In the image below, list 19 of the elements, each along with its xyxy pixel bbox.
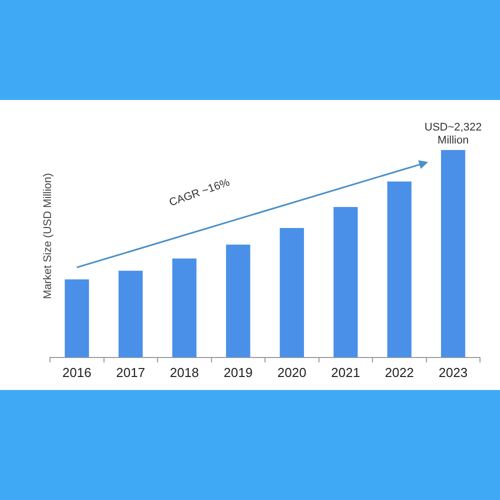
annotation: CAGR ~16%	[168, 176, 232, 209]
annotation: USD~2,322 Million	[424, 122, 482, 147]
x-tick-label: 2019	[224, 364, 253, 380]
bar	[64, 279, 89, 358]
x-tick-label: 2016	[62, 364, 92, 380]
y-axis-title: Market Size (USD Million)	[42, 172, 54, 301]
x-tick-label: 2023	[438, 364, 468, 380]
bar	[334, 207, 358, 358]
bar	[280, 228, 304, 358]
x-tick-label: 2022	[384, 364, 414, 380]
x-tick-label: 2020	[277, 364, 306, 380]
bar	[118, 270, 143, 358]
x-tick-label: 2021	[331, 364, 360, 380]
bar	[226, 244, 250, 358]
x-tick-label: 2017	[116, 364, 146, 380]
bar	[172, 258, 196, 358]
bar	[441, 150, 466, 358]
x-tick-label: 2018	[170, 364, 199, 380]
bar	[387, 182, 412, 358]
